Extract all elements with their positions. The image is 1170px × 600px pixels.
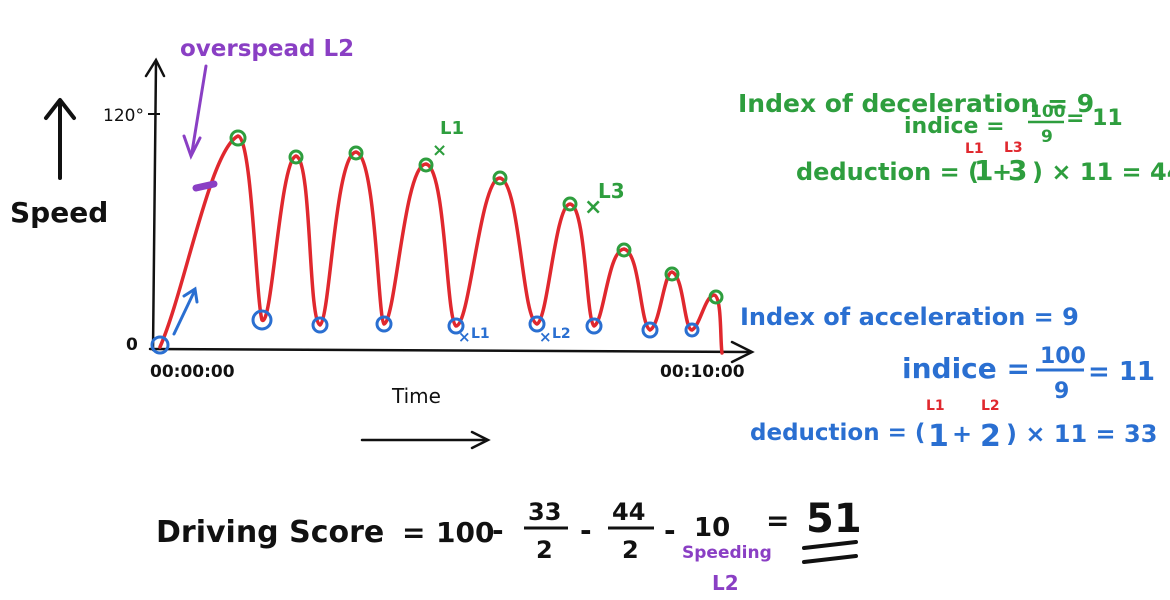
trough-marker xyxy=(251,309,273,331)
x-tick-start-label: 00:00:00 xyxy=(150,362,235,382)
trough-level-marks: × L1 × L2 xyxy=(458,326,571,346)
acceleration-term2-level: L2 xyxy=(981,398,1000,414)
trough-l1-label: L1 xyxy=(471,326,490,342)
peak-marker xyxy=(418,157,434,173)
deceleration-indice-num: 100 xyxy=(1030,102,1066,122)
trough-marker xyxy=(684,322,700,338)
peak-marker xyxy=(562,196,578,212)
acceleration-arrow-shaft xyxy=(172,290,196,336)
trough-marker xyxy=(641,321,659,339)
score-equals-2: = xyxy=(766,504,789,537)
acceleration-block: Index of acceleration = 9 indice = 100 9… xyxy=(740,303,1157,454)
up-arrow-icon xyxy=(44,98,76,120)
acceleration-indice-den: 9 xyxy=(1054,379,1069,404)
score-minus-1: - xyxy=(492,514,504,547)
acceleration-arrow-icon xyxy=(182,286,199,304)
deceleration-term1: 1 xyxy=(974,154,993,187)
deceleration-term2-level: L3 xyxy=(1004,140,1023,156)
trough-marker xyxy=(150,335,170,355)
y-tick-top-label: 120° xyxy=(103,106,144,126)
trough-l1-x: × xyxy=(458,328,471,346)
peak-markers xyxy=(229,129,724,305)
x-axis xyxy=(148,347,752,354)
deceleration-deduction-prefix: deduction = ( xyxy=(796,158,979,186)
score-base: 100 xyxy=(436,516,494,549)
trough-markers xyxy=(150,309,700,355)
score-result: 51 xyxy=(806,496,862,542)
speed-curve xyxy=(158,134,724,355)
peak-l3-label: L3 xyxy=(598,179,625,203)
acceleration-deduction-suffix: ) × 11 = 33 xyxy=(1006,420,1157,448)
acceleration-title: Index of acceleration = 9 xyxy=(740,303,1079,331)
deceleration-term1-level: L1 xyxy=(965,141,984,157)
time-arrow-icon xyxy=(470,430,491,450)
score-label: Driving Score xyxy=(156,515,384,550)
score-frac1-den: 2 xyxy=(536,536,553,564)
acceleration-indice-num: 100 xyxy=(1040,344,1086,369)
overspeed-threshold-mark xyxy=(192,180,218,192)
trough-marker xyxy=(447,317,465,335)
peak-marker xyxy=(616,242,632,258)
trough-marker xyxy=(375,315,393,333)
overspeed-annotation: overspead L2 xyxy=(180,36,354,192)
acceleration-indice-prefix: indice = xyxy=(902,352,1030,385)
axes: 120° 0 00:00:00 00:10:00 Time xyxy=(103,57,755,450)
peak-level-marks: × L1 × L3 xyxy=(432,118,625,220)
score-frac1-num: 33 xyxy=(528,498,561,526)
acceleration-term2: 2 xyxy=(980,419,1001,454)
trough-l2-x: × xyxy=(539,328,552,346)
x-tick-end-label: 00:10:00 xyxy=(660,362,745,382)
deceleration-indice-prefix: indice = xyxy=(904,114,1005,139)
y-axis-label: Speed xyxy=(10,196,108,229)
deceleration-plus: + xyxy=(992,158,1012,186)
score-frac2-num: 44 xyxy=(612,498,645,526)
peak-marker xyxy=(229,129,247,147)
score-minus-2: - xyxy=(580,514,592,547)
peak-marker xyxy=(664,266,680,282)
score-speeding-penalty: 10 xyxy=(694,513,730,543)
score-speeding-note-line1: Speeding xyxy=(682,543,772,563)
y-axis-arrowhead xyxy=(144,57,166,78)
trough-marker xyxy=(528,315,546,333)
score-equals: = xyxy=(402,516,425,549)
deceleration-indice-result: = 11 xyxy=(1066,106,1123,131)
trough-marker xyxy=(585,317,603,335)
y-axis-annotation: Speed xyxy=(10,98,108,229)
acceleration-term1: 1 xyxy=(928,419,949,454)
acceleration-term1-level: L1 xyxy=(926,398,945,414)
deceleration-indice-den: 9 xyxy=(1041,127,1053,147)
deceleration-term2: 3 xyxy=(1008,154,1027,187)
peak-l1-x: × xyxy=(432,140,447,161)
peak-marker xyxy=(348,145,364,161)
peak-marker xyxy=(708,289,724,305)
score-speeding-note-line2: L2 xyxy=(712,571,739,595)
peak-marker xyxy=(288,149,304,165)
driving-score-equation: Driving Score = 100 - 33 2 - 44 2 - 10 S… xyxy=(156,496,862,595)
overspeed-arrow-shaft xyxy=(190,64,208,154)
peak-l3-x: × xyxy=(584,195,602,220)
y-axis xyxy=(151,60,158,352)
deceleration-deduction-suffix: ) × 11 = 44 xyxy=(1032,158,1170,186)
score-frac2-den: 2 xyxy=(622,536,639,564)
acceleration-plus: + xyxy=(952,420,972,448)
x-axis-label: Time xyxy=(391,384,441,408)
deceleration-title: Index of deceleration = 9 xyxy=(738,89,1094,118)
overspeed-arrow-icon xyxy=(182,134,202,160)
trough-l2-label: L2 xyxy=(552,326,571,342)
score-result-underline-1 xyxy=(802,540,858,550)
acceleration-indice-result: = 11 xyxy=(1088,357,1155,387)
x-axis-arrowhead xyxy=(730,340,755,364)
peak-marker xyxy=(492,170,508,186)
deceleration-block: Index of deceleration = 9 indice = 100 9… xyxy=(738,89,1170,187)
acceleration-arrow xyxy=(172,286,199,336)
score-minus-3: - xyxy=(664,514,676,547)
peak-l1-label: L1 xyxy=(440,118,464,139)
score-result-underline-2 xyxy=(802,554,858,564)
trough-marker xyxy=(311,316,329,334)
overspeed-label: overspead L2 xyxy=(180,36,354,62)
y-tick-zero-label: 0 xyxy=(126,335,138,355)
acceleration-deduction-prefix: deduction = ( xyxy=(750,420,925,446)
